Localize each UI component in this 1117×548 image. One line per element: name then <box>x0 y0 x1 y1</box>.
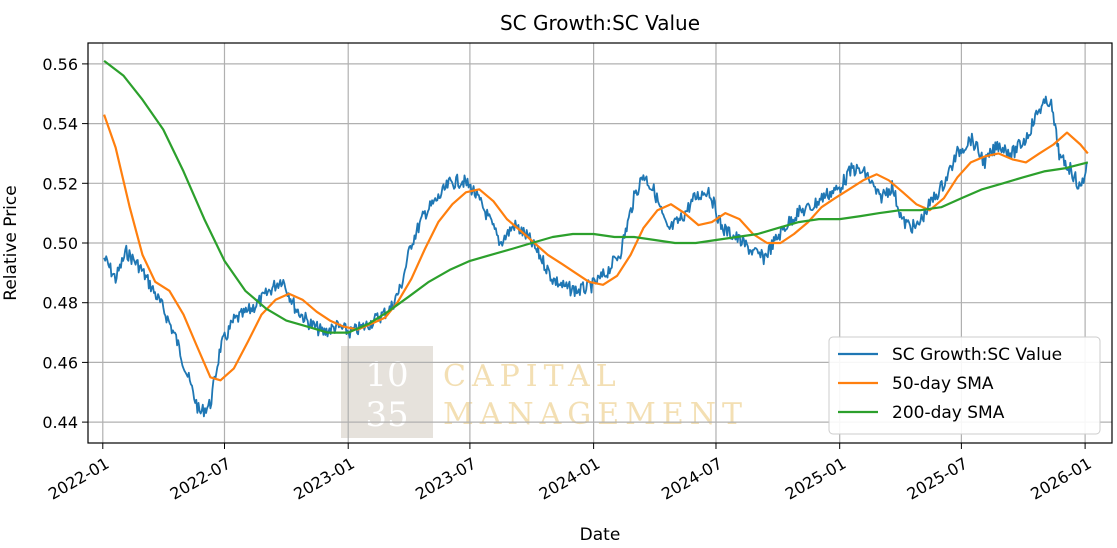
legend-label-200-day-sma: 200-day SMA <box>892 403 1005 423</box>
watermark-number-bottom: 35 <box>365 395 408 435</box>
watermark-line1: CAPITAL <box>443 359 622 394</box>
y-tick-label: 0.48 <box>42 294 78 313</box>
series-line-2 <box>103 60 1089 334</box>
legend-box <box>828 336 1101 435</box>
watermark-number-top: 10 <box>365 355 408 395</box>
watermark-logo: 10 35 CAPITAL MANAGEMENT <box>341 346 748 438</box>
series-layer <box>103 60 1089 418</box>
legend-label-50-day-sma: 50-day SMA <box>892 374 994 394</box>
y-axis-label: Relative Price <box>1 185 21 300</box>
chart-title: SC Growth:SC Value <box>500 11 700 35</box>
y-tick-label: 0.46 <box>42 353 78 372</box>
legend-label-sc-growth-value: SC Growth:SC Value <box>892 345 1062 365</box>
legend: SC Growth:SC Value 50-day SMA 200-day SM… <box>828 336 1101 435</box>
y-tick-label: 0.54 <box>42 115 78 134</box>
y-tick-label: 0.44 <box>42 413 78 432</box>
y-tick-label: 0.56 <box>42 55 78 74</box>
watermark-line2: MANAGEMENT <box>443 397 748 432</box>
y-tick-label: 0.52 <box>42 174 78 193</box>
y-tick-label: 0.50 <box>42 234 78 253</box>
x-axis-label: Date <box>580 525 621 545</box>
